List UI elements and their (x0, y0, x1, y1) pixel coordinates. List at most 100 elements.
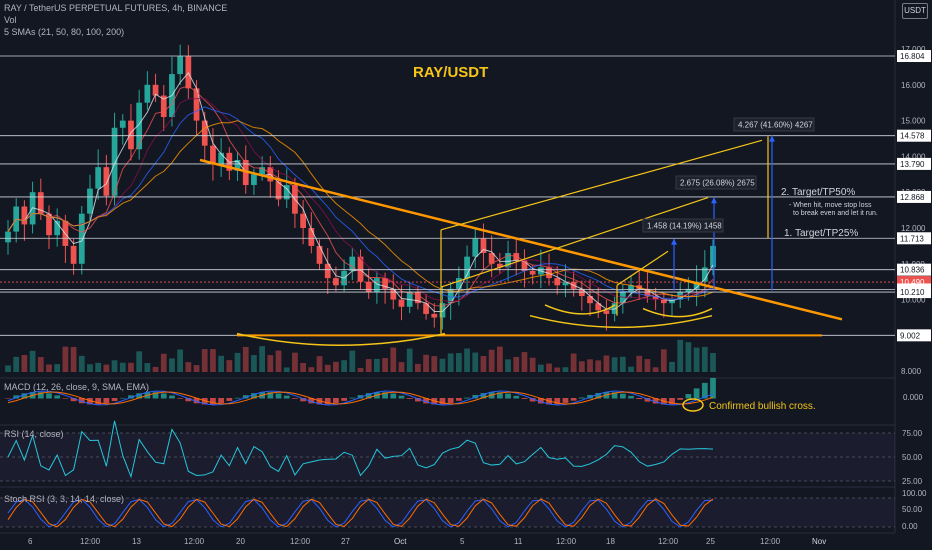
volume-bar (644, 359, 651, 372)
candle-body (685, 288, 692, 293)
target-label: 4.267 (41.60%) 4267 (738, 121, 813, 130)
candle-body (275, 181, 282, 200)
chart-title: RAY/USDT (413, 64, 489, 81)
candle-body (488, 253, 495, 264)
volume-bar (341, 360, 347, 372)
candle-body (251, 174, 257, 186)
price-level-label: 12.868 (900, 193, 925, 202)
stoch-k-line (7, 498, 714, 528)
price-level-label: 10.210 (900, 288, 925, 297)
cup-curve (529, 314, 713, 329)
volume-bar (119, 362, 126, 372)
time-tick: 12:00 (556, 537, 577, 546)
stoch-tick: 0.00 (902, 522, 918, 531)
macd-histogram-bar (119, 397, 126, 399)
volume-bar (193, 365, 200, 372)
candle-body (431, 313, 438, 318)
volume-bar (300, 362, 306, 372)
candle-body (710, 245, 716, 268)
price-tick: 16.000 (901, 81, 926, 90)
candle-body (505, 253, 511, 268)
volume-bar (210, 349, 216, 372)
macd-histogram-bar (169, 395, 175, 399)
volume-bar (275, 350, 282, 372)
volume-bar (660, 349, 667, 372)
price-tick: 12.000 (901, 224, 926, 233)
candle-body (496, 263, 503, 268)
stoch-rsi-label: Stoch RSI (3, 3, 14, 14, close) (4, 494, 125, 504)
macd-histogram-bar (349, 397, 356, 399)
volume-bar (95, 362, 102, 372)
volume-bar (21, 355, 28, 372)
candle-body (439, 303, 446, 318)
candle-body (415, 292, 421, 304)
tp2-note: to break even and let it run. (793, 210, 878, 217)
sma-line (7, 85, 714, 307)
candle-body (201, 120, 208, 146)
candle-body (136, 102, 143, 150)
volume-bar (87, 364, 93, 372)
volume-bar (406, 348, 413, 372)
macd-histogram-bar (324, 398, 331, 405)
macd-histogram-bar (13, 395, 20, 399)
volume-bar (423, 354, 429, 372)
candle-body (480, 238, 487, 254)
projection-line (440, 139, 763, 231)
macd-line (7, 390, 714, 406)
volume-bar (685, 342, 692, 372)
candle-body (78, 213, 85, 264)
stoch-tick: 100.00 (902, 489, 927, 498)
macd-histogram-bar (365, 393, 372, 399)
volume-bar (201, 349, 208, 372)
candle-body (456, 278, 462, 289)
macd-tick: 0.000 (903, 393, 924, 402)
candle-body (595, 303, 602, 311)
volume-bar (103, 364, 110, 372)
volume-bar (78, 355, 85, 372)
candle-body (562, 281, 569, 286)
candle-body (619, 292, 626, 304)
volume-bar (46, 364, 52, 372)
volume-bar (431, 356, 438, 372)
stoch-tick: 50.00 (902, 505, 923, 514)
candle-body (210, 145, 216, 164)
currency-button[interactable]: USDT (902, 3, 928, 19)
candle-body (54, 220, 61, 236)
stoch-band (0, 498, 895, 527)
macd-histogram-bar (406, 398, 413, 399)
tp2-note: - When hit, move stop loss (789, 202, 872, 209)
price-tick: 10.000 (901, 296, 926, 305)
macd-histogram-bar (447, 398, 454, 403)
volume-bar (464, 348, 470, 372)
projection-line (616, 250, 669, 286)
candle-body (357, 256, 364, 282)
sma-line (7, 120, 714, 297)
price-level-label: 10.490 (900, 278, 925, 287)
price-level-tag (897, 50, 931, 63)
price-level-tag (897, 329, 931, 342)
volume-bar (234, 352, 241, 372)
volume-bar (488, 349, 495, 372)
macd-histogram-bar (152, 392, 159, 399)
candle-body (447, 288, 454, 304)
price-level-tag (897, 157, 931, 170)
macd-histogram-bar (234, 397, 241, 399)
target-arrow-head (769, 135, 775, 142)
candle-body (87, 188, 93, 214)
sma-line (7, 106, 714, 300)
macd-histogram-bar (136, 393, 143, 399)
volume-bar (415, 363, 421, 372)
macd-histogram-bar (21, 393, 28, 399)
macd-histogram-bar (456, 398, 462, 401)
macd-histogram-bar (70, 398, 77, 402)
price-tick: 17.000 (901, 45, 926, 54)
candle-body (521, 260, 528, 271)
time-tick: 12:00 (184, 537, 205, 546)
candle-body (693, 281, 700, 289)
volume-bar (570, 353, 577, 372)
macd-histogram-bar (710, 377, 716, 399)
candle-body (111, 127, 118, 196)
target-label: 2.675 (26.08%) 2675 (680, 179, 755, 188)
macd-histogram-bar (300, 398, 306, 402)
